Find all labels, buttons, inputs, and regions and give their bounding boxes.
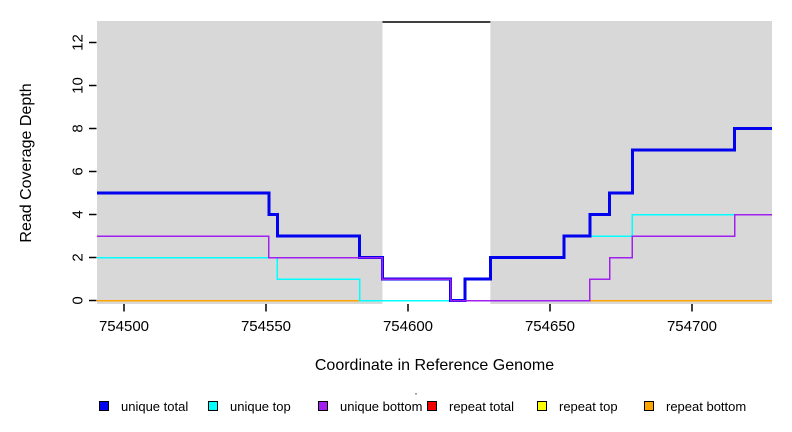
legend-swatch-repeat-bottom [644,401,654,411]
x-axis-tick-label: 754600 [383,318,433,335]
legend-swatch-unique-top [208,401,218,411]
x-axis-tick-label: 754650 [525,318,575,335]
x-axis-tick-label: 754550 [241,318,291,335]
y-axis-tick-label: 8 [69,124,86,132]
legend-item-unique-total: unique total [99,398,188,414]
legend-swatch-repeat-top [537,401,547,411]
x-axis-tick-label: 754500 [99,318,149,335]
y-axis-tick-label: 4 [69,210,86,218]
x-axis-title: Coordinate in Reference Genome [314,357,555,374]
legend-label-unique-top: unique top [230,398,291,414]
series-line-unique-bottom [97,213,772,302]
stray-mark: · [414,386,418,400]
legend-item-repeat-total: repeat total [427,398,514,414]
y-axis-tick-label: 6 [69,167,86,175]
legend-label-unique-bottom: unique bottom [340,398,423,414]
y-axis-tick-label: 12 [69,34,86,51]
legend-item-repeat-bottom: repeat bottom [644,398,746,414]
gap-white-band [382,21,491,304]
legend-swatch-repeat-total [427,401,437,411]
legend-label-repeat-bottom: repeat bottom [666,398,747,414]
legend-label-repeat-top: repeat top [559,398,618,414]
legend-label-repeat-total: repeat total [449,398,515,414]
legend-swatch-unique-total [99,401,109,411]
legend-item-unique-bottom: unique bottom [318,398,422,414]
legend-label-unique-total: unique total [121,398,189,414]
y-axis-tick-label: 10 [69,77,86,94]
y-axis-tick-label: 0 [69,296,86,304]
series-group [97,127,772,302]
legend-item-unique-top: unique top [208,398,291,414]
legend-item-repeat-top: repeat top [537,398,618,414]
series-line-unique-total [97,127,772,302]
x-axis-tick-label: 754700 [667,318,717,335]
legend-swatch-unique-bottom [318,401,328,411]
y-axis-title: Read Coverage Depth [18,83,35,243]
y-axis-tick-label: 2 [69,253,86,261]
